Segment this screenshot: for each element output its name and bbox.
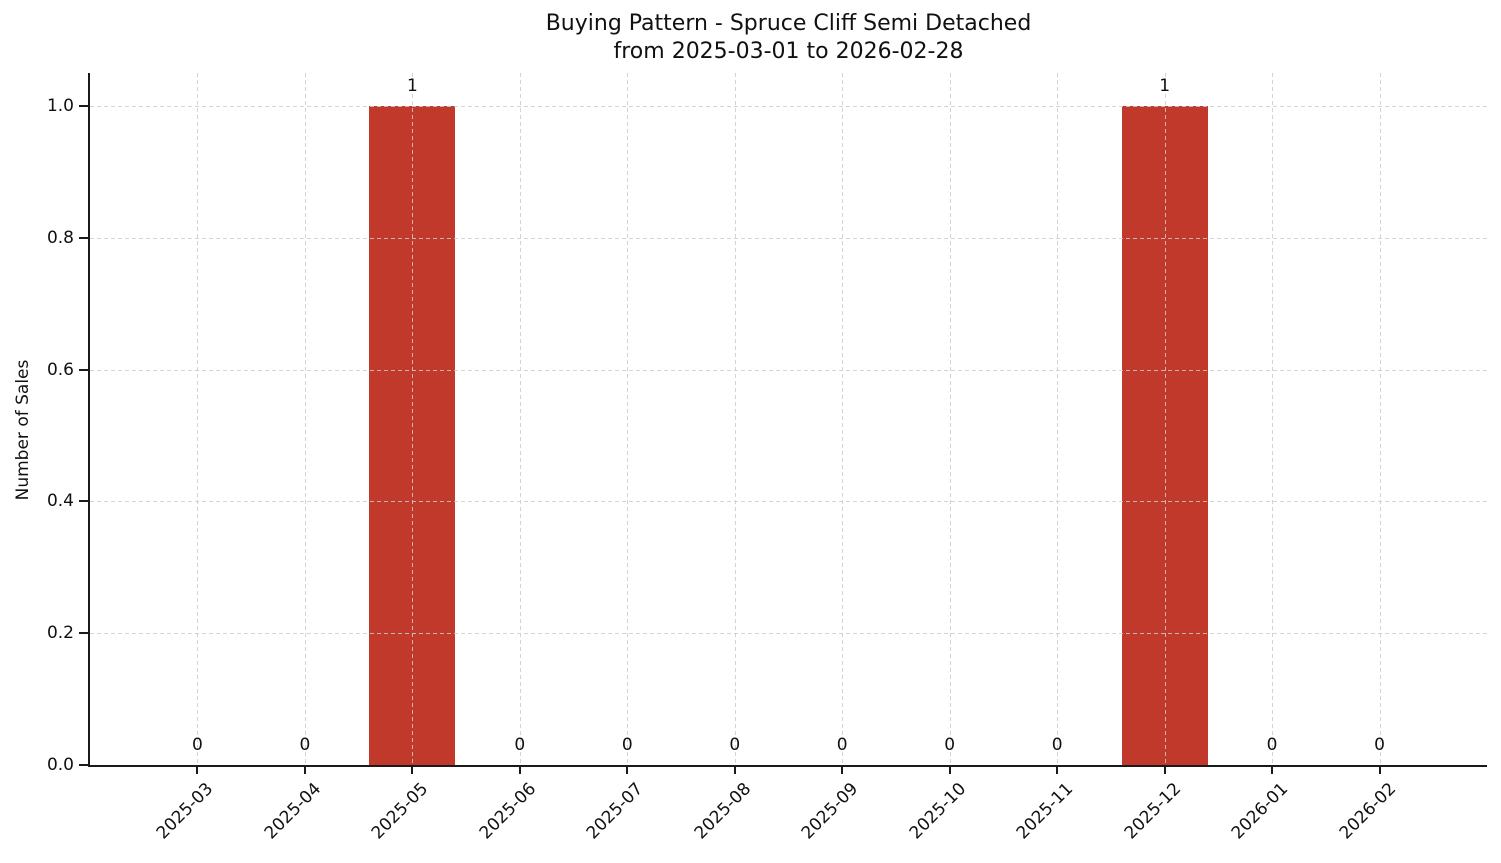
- x-tick-mark: [1378, 765, 1381, 774]
- gridline-v: [197, 73, 199, 765]
- bar-value-label: 1: [406, 75, 418, 96]
- bar-value-label: 0: [192, 735, 203, 755]
- chart-title: Buying Pattern - Spruce Cliff Semi Detac…: [90, 10, 1487, 66]
- x-tick-label: 2025-08: [690, 779, 755, 844]
- bar-value-label: 1: [1159, 75, 1171, 96]
- gridline-v: [627, 73, 629, 765]
- x-tick-mark: [303, 765, 306, 774]
- x-tick-label: 2025-06: [475, 779, 540, 844]
- x-axis-spine: [88, 765, 1487, 767]
- x-tick-label: 2025-07: [583, 779, 648, 844]
- bar-value-label: 0: [1374, 735, 1385, 755]
- y-tick-mark: [79, 368, 90, 371]
- x-tick-label: 2025-10: [905, 779, 970, 844]
- y-tick-mark: [79, 764, 90, 766]
- x-tick-mark: [518, 765, 521, 774]
- y-tick-label: 0.0: [46, 755, 74, 775]
- x-tick-mark: [841, 765, 844, 774]
- chart-title-line1: Buying Pattern - Spruce Cliff Semi Detac…: [545, 11, 1032, 36]
- x-tick-mark: [626, 765, 629, 774]
- y-tick-label: 0.2: [46, 623, 74, 644]
- y-tick-mark: [79, 104, 90, 107]
- bar-value-label: 0: [621, 735, 633, 755]
- gridline-h: [90, 105, 1487, 107]
- y-tick-mark: [79, 632, 90, 635]
- bar-value-label: 0: [1051, 735, 1063, 755]
- x-tick-mark: [1056, 765, 1059, 774]
- y-tick-label: 0.8: [46, 227, 74, 248]
- gridline-v: [1379, 73, 1381, 765]
- bar-value-label: 0: [299, 735, 311, 755]
- y-axis-spine: [88, 73, 90, 767]
- bar-value-label: 0: [1266, 735, 1278, 755]
- x-tick-mark: [948, 765, 951, 774]
- plot-area: 0.0 0.2 0.4 0.6 0.8 1.0 0 2025-03 0 2025-04 1 2025-…: [47, 73, 1487, 843]
- x-tick-mark: [733, 765, 736, 774]
- y-tick-label: 0.6: [46, 359, 74, 380]
- x-tick-label: 2025-03: [153, 779, 218, 844]
- x-tick-mark: [1163, 765, 1166, 774]
- x-tick-label: 2025-12: [1120, 779, 1185, 844]
- y-axis-label: Number of Sales: [13, 359, 33, 501]
- x-tick-mark: [196, 765, 199, 774]
- gridline-v: [1272, 73, 1274, 765]
- gridline-v: [1164, 73, 1166, 765]
- gridline-v: [949, 73, 951, 765]
- x-tick-label: 2025-05: [368, 779, 433, 844]
- bar-value-label: 0: [944, 735, 956, 755]
- gridline-v: [734, 73, 736, 765]
- x-tick-mark: [1271, 765, 1274, 774]
- x-tick-label: 2025-11: [1012, 779, 1078, 844]
- gridline-h: [90, 237, 1487, 239]
- chart-title-line2: from 2025-03-01 to 2026-02-28: [613, 39, 964, 64]
- gridline-h: [90, 501, 1487, 503]
- gridline-v: [304, 73, 306, 765]
- bar-value-label: 0: [514, 735, 526, 755]
- gridline-h: [90, 369, 1487, 371]
- bar-value-label: 0: [836, 735, 848, 755]
- x-tick-label: 2026-01: [1227, 779, 1293, 844]
- y-tick-mark: [79, 236, 90, 239]
- x-tick-label: 2026-02: [1335, 779, 1400, 844]
- x-tick-label: 2025-04: [260, 779, 326, 844]
- gridline-v: [1057, 73, 1059, 765]
- x-tick-mark: [411, 765, 414, 774]
- y-tick-label: 1.0: [46, 95, 74, 116]
- x-tick-label: 2025-09: [797, 779, 863, 844]
- gridline-v: [842, 73, 844, 765]
- gridline-v: [412, 73, 414, 765]
- y-tick-mark: [79, 500, 90, 503]
- gridline-h: [90, 633, 1487, 635]
- bar-value-label: 0: [729, 735, 741, 755]
- gridline-v: [519, 73, 521, 765]
- y-tick-label: 0.4: [46, 491, 74, 512]
